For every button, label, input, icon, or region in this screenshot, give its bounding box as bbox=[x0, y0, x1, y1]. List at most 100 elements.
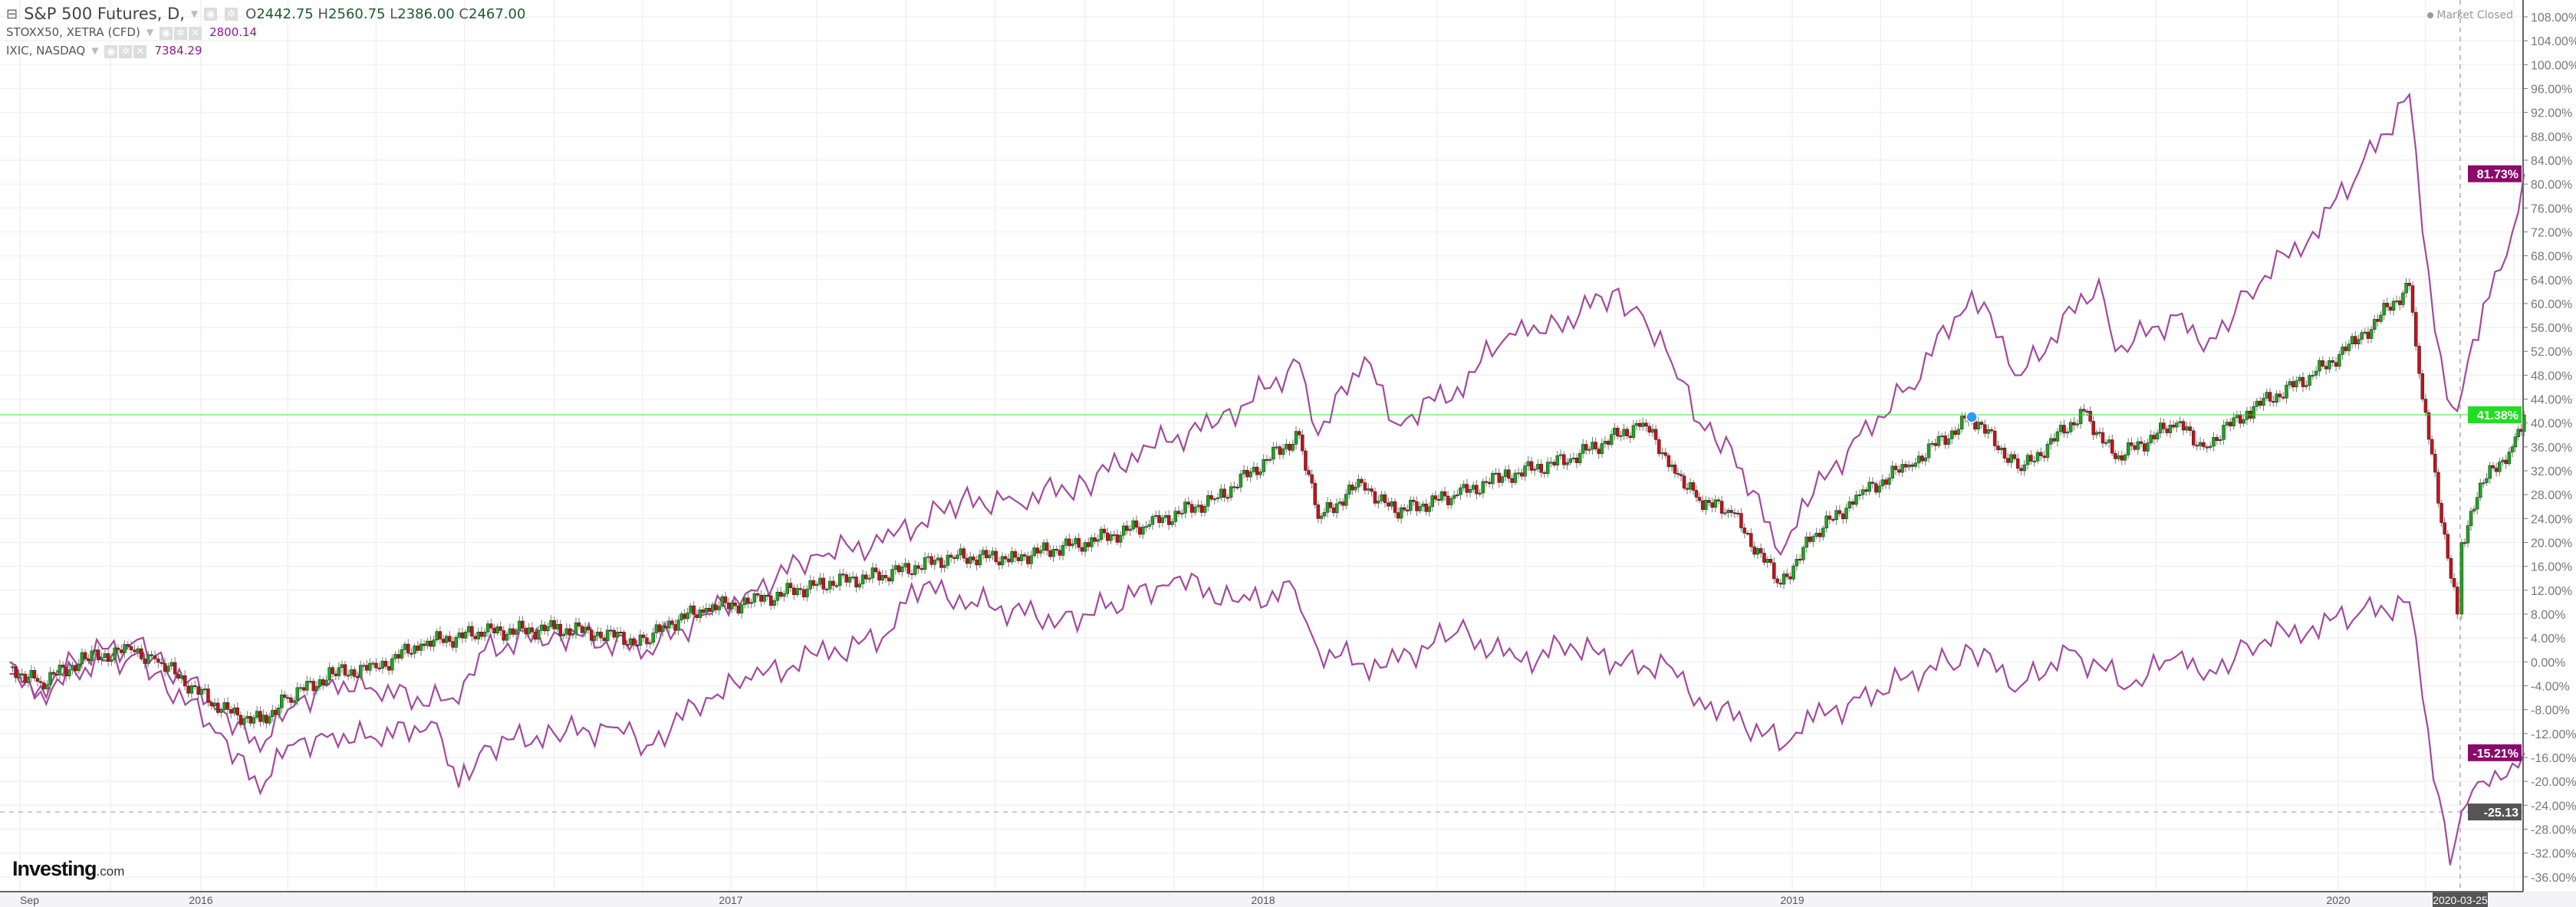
gear-icon[interactable]: ✲ bbox=[225, 7, 239, 21]
candle-body bbox=[1491, 472, 1495, 485]
candle-body bbox=[755, 593, 760, 596]
candle-body bbox=[2354, 336, 2357, 344]
candle-body bbox=[1166, 515, 1171, 525]
x-tick-label: 2017 bbox=[719, 894, 742, 906]
candle-body bbox=[1322, 512, 1327, 517]
candle-body bbox=[435, 631, 439, 641]
candle-body bbox=[864, 574, 868, 580]
y-tick-label: 96.00% bbox=[2531, 83, 2572, 96]
close-label: C bbox=[459, 5, 469, 22]
eye-icon[interactable]: ◉ bbox=[104, 44, 118, 58]
candle-body bbox=[736, 605, 741, 614]
candle-body bbox=[1102, 528, 1107, 534]
candle-body bbox=[406, 643, 410, 654]
candle-body bbox=[2229, 422, 2232, 426]
chevron-down-icon[interactable]: ▼ bbox=[91, 45, 99, 56]
candle-body bbox=[1992, 430, 1997, 446]
candle-body bbox=[235, 707, 239, 716]
close-icon[interactable]: ✕ bbox=[189, 26, 202, 40]
candle-body bbox=[100, 657, 104, 661]
event-marker-icon[interactable] bbox=[1966, 411, 1978, 423]
x-tick-label: 2018 bbox=[1251, 894, 1275, 906]
candle-body bbox=[568, 628, 572, 636]
candle-body bbox=[1526, 461, 1531, 466]
candle-body bbox=[196, 686, 200, 695]
candle-body bbox=[1682, 475, 1686, 489]
candle-body bbox=[1679, 474, 1683, 476]
candle-body bbox=[346, 675, 350, 677]
price-axis[interactable]: 108.00% 104.00% 100.00% 96.00% 92.00% 88.00% 8… bbox=[2522, 0, 2576, 892]
candle-body bbox=[801, 589, 806, 597]
candle-body bbox=[946, 554, 950, 566]
candle-body bbox=[622, 632, 626, 645]
candle-body bbox=[1010, 550, 1014, 563]
candle-body bbox=[661, 626, 665, 633]
candle-body bbox=[448, 636, 452, 642]
candle-body bbox=[913, 565, 917, 575]
candle-body bbox=[956, 554, 959, 559]
candle-body bbox=[206, 688, 210, 703]
candle-body bbox=[926, 556, 930, 558]
candle-body bbox=[444, 636, 449, 643]
candle-body bbox=[1341, 501, 1345, 506]
candle-body bbox=[1704, 500, 1708, 510]
candle-body bbox=[295, 687, 300, 702]
candle-body bbox=[1344, 494, 1348, 506]
eye-icon[interactable]: ◉ bbox=[160, 26, 173, 40]
candle-body bbox=[558, 623, 563, 636]
candle-body bbox=[752, 593, 757, 603]
collapse-icon[interactable]: ⊟ bbox=[6, 5, 18, 22]
candle-body bbox=[546, 626, 550, 632]
candle-body bbox=[552, 619, 556, 629]
gear-icon[interactable]: ✲ bbox=[119, 44, 133, 58]
y-tick-label: 48.00% bbox=[2531, 370, 2572, 383]
gear-icon[interactable]: ✲ bbox=[174, 26, 188, 40]
candle-body bbox=[883, 575, 888, 579]
candle-body bbox=[286, 697, 290, 699]
candle-body bbox=[311, 681, 315, 692]
candle-body bbox=[850, 577, 855, 579]
candle-body bbox=[1574, 458, 1579, 463]
candle-body bbox=[2262, 398, 2265, 406]
candle-body bbox=[2398, 301, 2402, 305]
candle-body bbox=[667, 620, 671, 629]
candle-body bbox=[1193, 506, 1197, 513]
candle-body bbox=[1086, 542, 1091, 547]
candle-body bbox=[612, 629, 616, 638]
candle-body bbox=[539, 624, 544, 631]
candle-body bbox=[71, 665, 74, 670]
logo-brand: Investing bbox=[12, 857, 97, 880]
candle-body bbox=[1328, 502, 1333, 508]
candle-body bbox=[1134, 520, 1139, 527]
candle-body bbox=[308, 681, 312, 683]
candle-body bbox=[2149, 435, 2153, 443]
candle-body bbox=[2485, 478, 2489, 483]
candle-body bbox=[2195, 445, 2199, 447]
candle-body bbox=[2075, 423, 2080, 426]
candle-body bbox=[258, 711, 262, 722]
value-tags: 41.38% 81.73% -15.21% -25.13 bbox=[2468, 165, 2522, 821]
candle-body bbox=[32, 669, 37, 679]
candle-body bbox=[1334, 503, 1339, 514]
candle-body bbox=[2272, 401, 2275, 403]
candle-body bbox=[2085, 410, 2089, 412]
time-axis[interactable]: Sep 2016 2017 2018 2019 2020 2020-03-25 bbox=[0, 891, 2576, 907]
candle-body bbox=[877, 571, 881, 581]
candle-body bbox=[64, 667, 68, 677]
candle-body bbox=[1854, 495, 1858, 505]
chevron-down-icon[interactable]: ▼ bbox=[190, 8, 199, 19]
candle-body bbox=[1363, 482, 1367, 491]
candle-body bbox=[679, 613, 683, 621]
candle-body bbox=[1262, 458, 1265, 472]
candle-body bbox=[1399, 507, 1403, 519]
y-tick-label: -16.00% bbox=[2531, 752, 2576, 765]
candle-body bbox=[365, 665, 369, 671]
candle-body bbox=[527, 627, 531, 634]
eye-icon[interactable]: ◉ bbox=[204, 7, 218, 21]
candle-body bbox=[1707, 500, 1711, 503]
candle-body bbox=[1157, 514, 1161, 524]
close-icon[interactable]: ✕ bbox=[133, 44, 147, 58]
chevron-down-icon[interactable]: ▼ bbox=[146, 27, 154, 38]
y-tick-label: -28.00% bbox=[2531, 823, 2576, 836]
